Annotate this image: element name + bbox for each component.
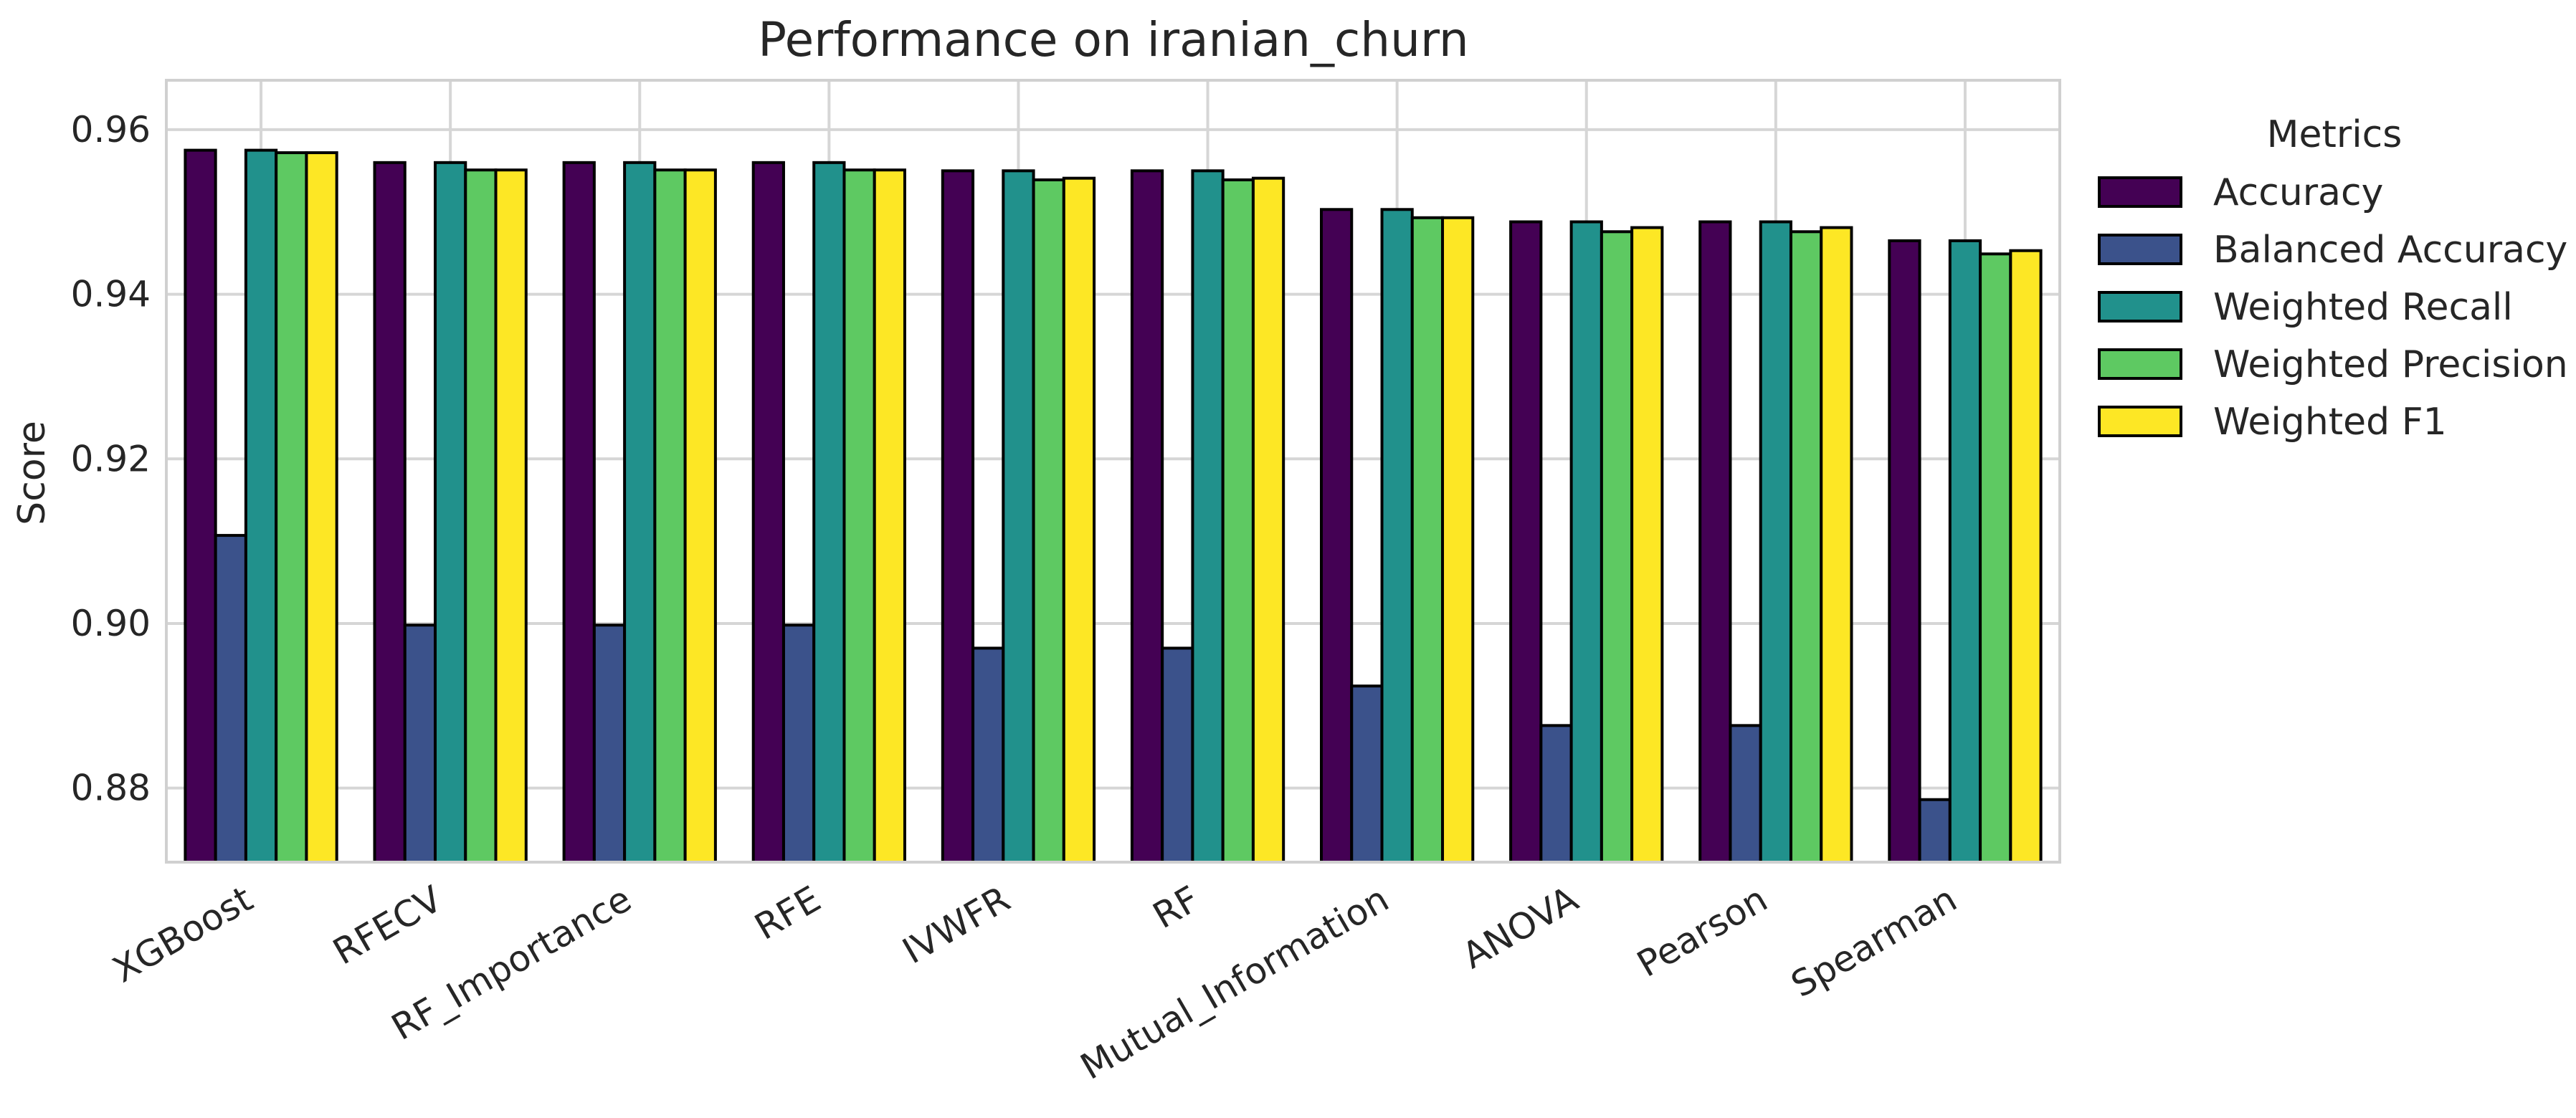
- bar: [623, 161, 657, 864]
- bar: [562, 161, 596, 864]
- legend-swatch: [2098, 406, 2182, 437]
- bar: [1221, 178, 1255, 864]
- bar: [275, 151, 308, 864]
- bar: [1130, 169, 1164, 864]
- bar: [1320, 208, 1354, 864]
- bar: [1509, 220, 1543, 864]
- bar: [244, 148, 278, 864]
- bar: [1630, 226, 1664, 864]
- bar: [464, 168, 498, 864]
- bar: [1380, 208, 1414, 864]
- bar: [653, 168, 687, 864]
- bar: [1191, 169, 1225, 864]
- bar: [1948, 239, 1982, 864]
- bar: [1251, 176, 1285, 864]
- bar: [494, 168, 528, 864]
- bar: [1698, 220, 1732, 864]
- y-tick-label: 0.88: [71, 768, 151, 809]
- legend-label: Accuracy: [2213, 171, 2383, 214]
- y-tick-label: 0.94: [71, 274, 151, 315]
- bar: [403, 624, 437, 864]
- chart-title: Performance on iranian_churn: [758, 12, 1469, 67]
- bar: [1820, 226, 1853, 864]
- legend-swatch: [2098, 348, 2182, 380]
- bar: [941, 169, 975, 864]
- bar: [1410, 216, 1445, 864]
- bar: [305, 151, 338, 864]
- legend-label: Weighted Recall: [2213, 286, 2513, 329]
- bar: [751, 161, 785, 864]
- bar: [1918, 798, 1952, 864]
- bar: [1729, 724, 1762, 864]
- bar: [373, 161, 407, 864]
- y-tick-label: 0.96: [71, 109, 151, 150]
- legend: Metrics Accuracy Balanced Accuracy Weighte…: [2098, 113, 2568, 444]
- legend-swatch: [2098, 291, 2182, 322]
- bar: [592, 624, 627, 864]
- legend-title: Metrics: [2267, 113, 2402, 156]
- legend-label: Weighted F1: [2213, 401, 2447, 444]
- bar: [1600, 230, 1634, 864]
- bar: [434, 161, 467, 864]
- bar: [214, 534, 247, 864]
- legend-swatch: [2098, 176, 2182, 208]
- bar: [1789, 230, 1823, 864]
- legend-label: Weighted Precision: [2213, 343, 2568, 386]
- y-tick-label: 0.90: [71, 603, 151, 644]
- bar: [1759, 220, 1792, 864]
- bar: [873, 168, 906, 864]
- bar: [842, 168, 876, 864]
- bar: [1441, 216, 1475, 864]
- bar: [1569, 220, 1603, 864]
- bar: [1032, 178, 1065, 864]
- bar: [1350, 684, 1384, 864]
- bar: [1539, 724, 1573, 864]
- bar: [683, 168, 717, 864]
- bar: [1888, 239, 1921, 864]
- bar: [1062, 176, 1096, 864]
- bar: [812, 161, 846, 864]
- bar: [781, 624, 816, 864]
- legend-label: Balanced Accuracy: [2213, 229, 2567, 272]
- y-axis-label: Score: [11, 421, 54, 525]
- legend-swatch: [2098, 234, 2182, 265]
- bar: [1002, 169, 1035, 864]
- bars: [184, 148, 2043, 864]
- plot-frame: [165, 79, 2061, 864]
- bar: [971, 646, 1005, 864]
- bar: [2009, 249, 2043, 864]
- bar: [1161, 646, 1194, 864]
- bar: [184, 148, 217, 864]
- y-tick-labels: 0.88 0.90 0.92 0.94 0.96: [71, 109, 151, 809]
- y-tick-label: 0.92: [71, 438, 151, 479]
- bar: [1979, 252, 2012, 864]
